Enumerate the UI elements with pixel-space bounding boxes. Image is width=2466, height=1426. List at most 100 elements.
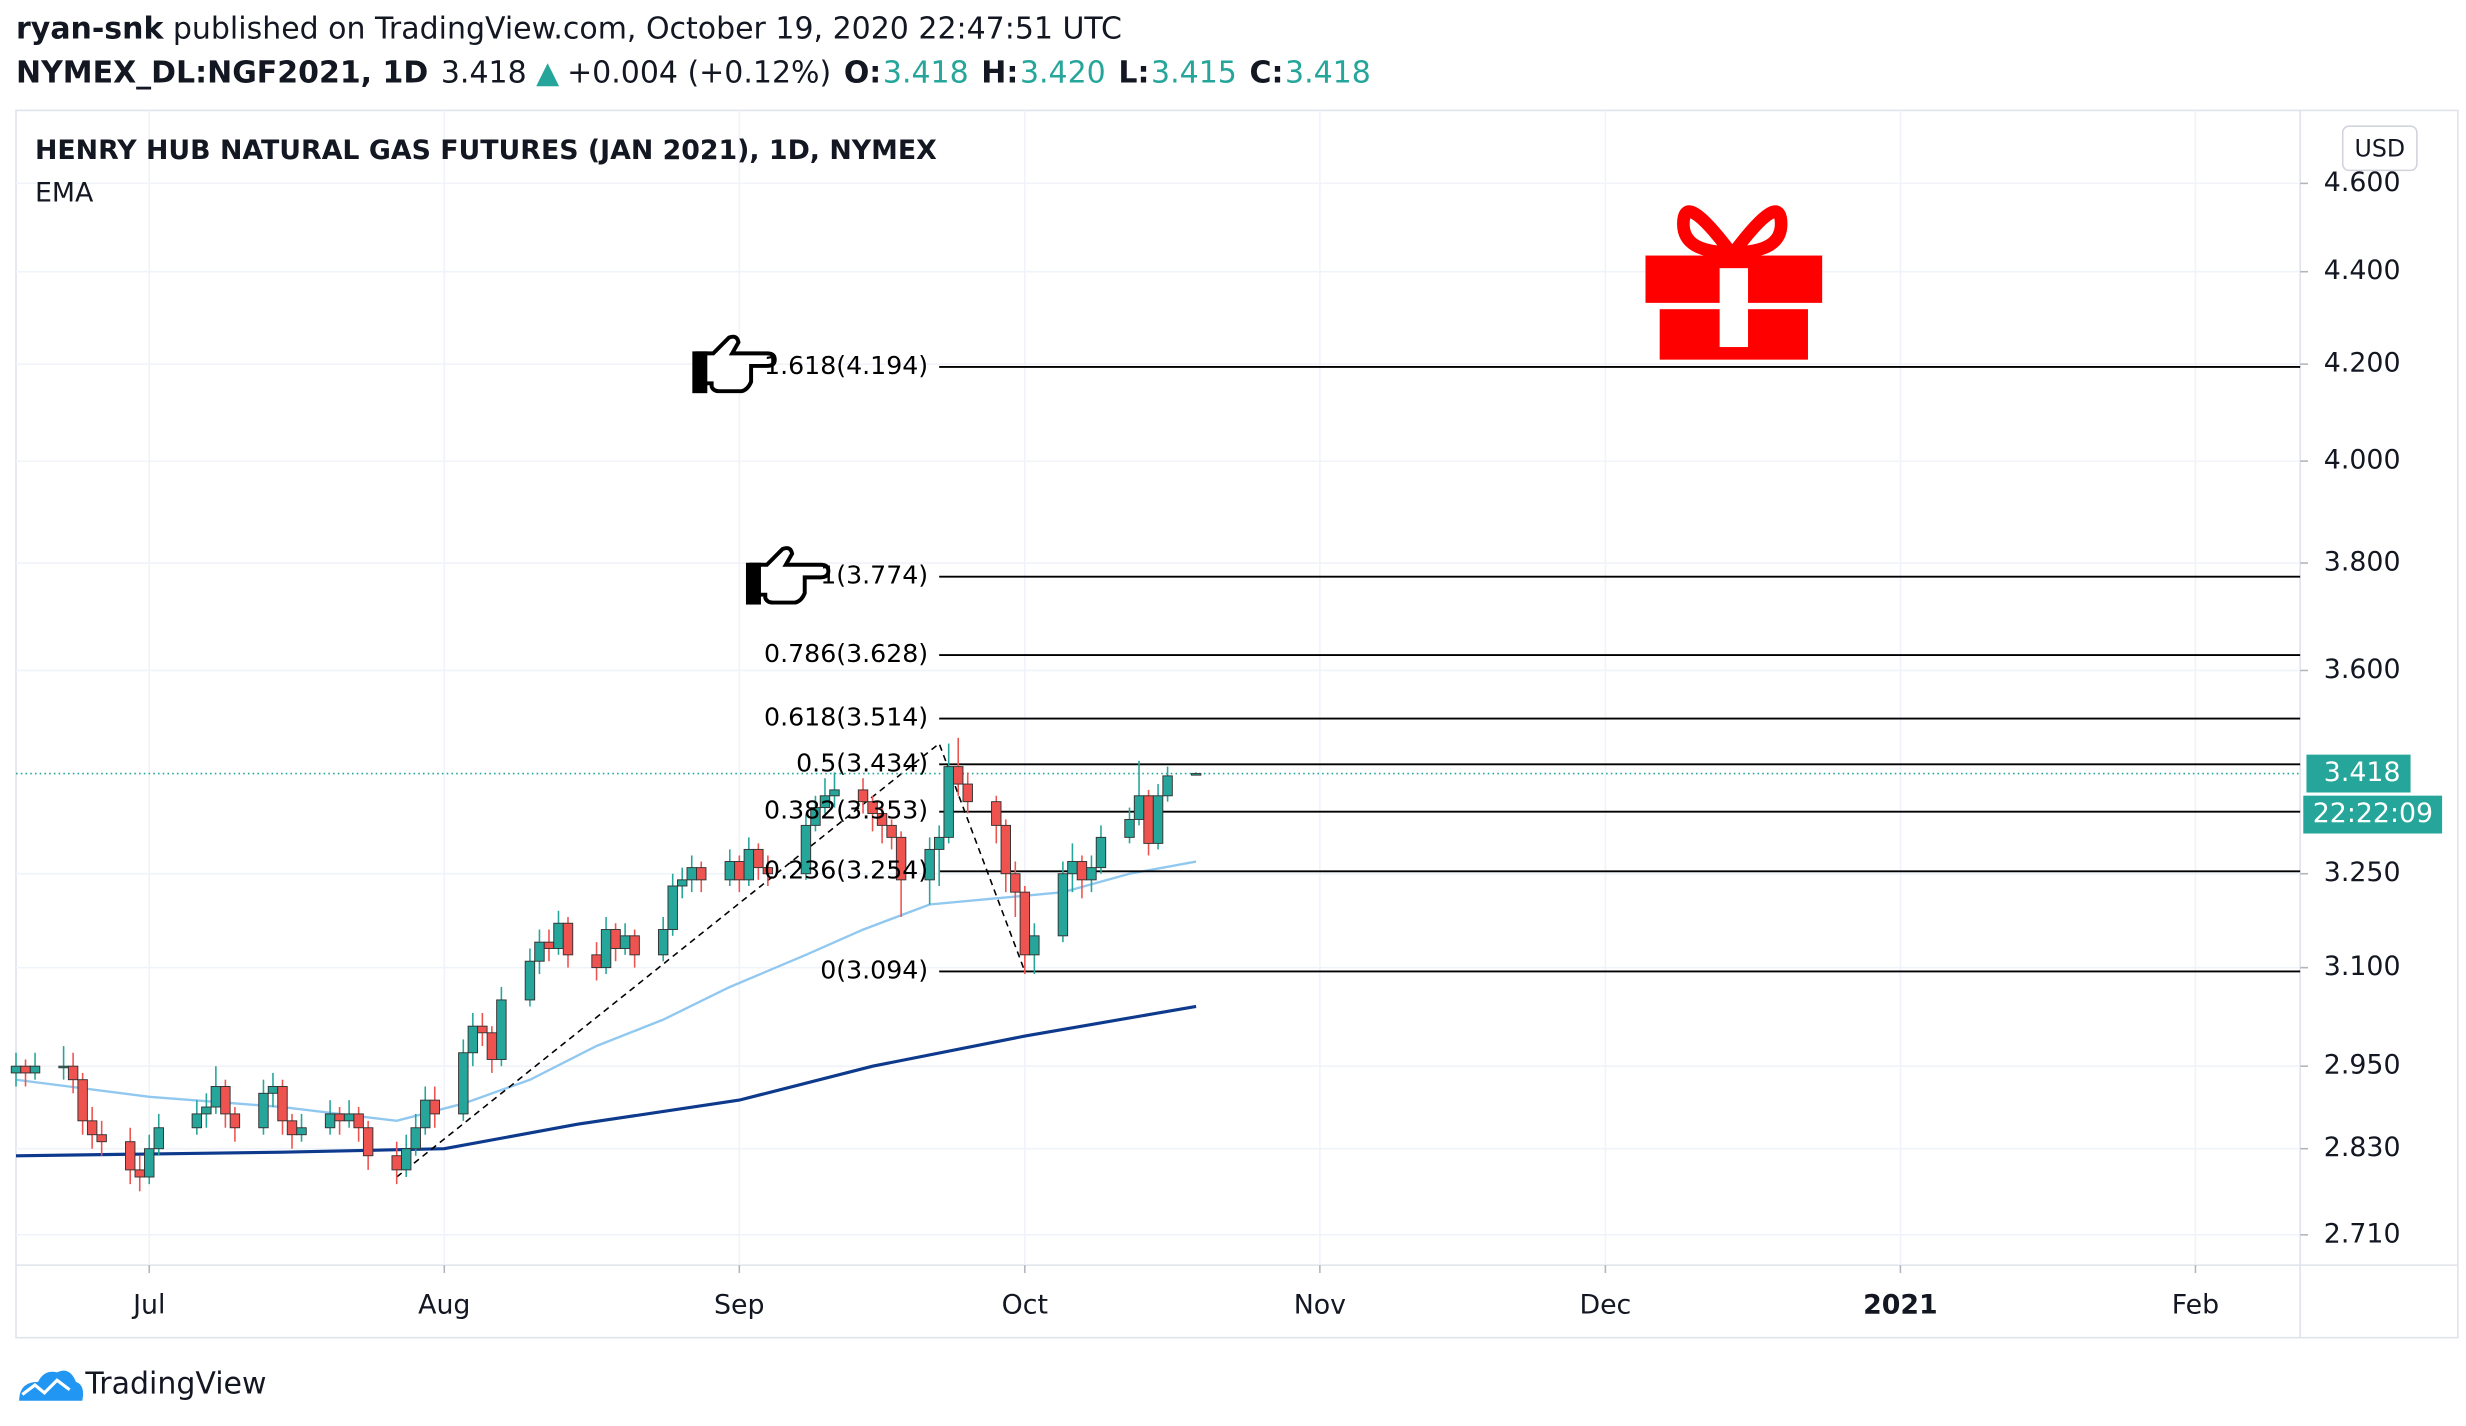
candle-body [20, 1065, 31, 1074]
y-tick-label: 3.800 [2324, 547, 2401, 578]
y-tick-label: 2.950 [2324, 1050, 2401, 1081]
candle-body [353, 1113, 364, 1129]
candle-body [924, 848, 935, 881]
candle-body [524, 960, 536, 1001]
candle-body [410, 1127, 421, 1150]
symbol: NYMEX_DL:NGF2021, 1D [16, 56, 428, 91]
ema-line [15, 1004, 1197, 1158]
candle-body [876, 813, 888, 826]
candle-body [696, 867, 707, 881]
candle-body [553, 922, 564, 949]
candle-body [1010, 873, 1021, 893]
candle-body [1019, 891, 1031, 956]
candle-body [810, 807, 821, 826]
candle-body [343, 1113, 355, 1122]
candle-body [467, 1025, 479, 1054]
candle-body [1124, 818, 1135, 838]
candle-body [1133, 795, 1145, 820]
change-arrow: ▲ [536, 56, 559, 91]
candle-body [800, 824, 812, 875]
candle-body [477, 1025, 488, 1034]
candle-body [334, 1113, 345, 1122]
frame [15, 109, 2459, 1339]
fib-level-label: 0.786(3.628) [764, 639, 928, 668]
candle-body [391, 1155, 402, 1171]
candle-body [591, 954, 602, 969]
candle-body [10, 1065, 22, 1074]
y-tick-label: 3.250 [2324, 857, 2401, 888]
close-label: C: [1249, 56, 1283, 91]
candle-body [220, 1086, 231, 1115]
candle-body [229, 1113, 241, 1129]
hand-icon [745, 546, 831, 605]
x-tick-label: 2021 [1863, 1290, 1938, 1321]
candle-body [210, 1086, 222, 1108]
candle-body [829, 789, 840, 797]
last-price-tag-label: 3.418 [2324, 757, 2401, 788]
candle-body [619, 935, 631, 949]
x-tick-label: Sep [714, 1290, 765, 1321]
y-tick-label: 4.200 [2324, 348, 2401, 379]
y-tick-label: 3.600 [2324, 654, 2401, 685]
candle-body [134, 1169, 145, 1178]
candle-body [1095, 836, 1107, 869]
y-tick-label: 4.400 [2324, 255, 2401, 286]
candle-body [191, 1113, 203, 1129]
candle-body [886, 824, 897, 838]
plot [10, 366, 2301, 1192]
candle-body [324, 1113, 336, 1129]
close-value: 3.418 [1285, 56, 1371, 91]
high-value: 3.420 [1020, 56, 1106, 91]
open-value: 3.418 [883, 56, 969, 91]
x-tick-label: Oct [1002, 1290, 1048, 1321]
x-tick-label: Nov [1294, 1290, 1346, 1321]
candle-body [1057, 873, 1069, 937]
candle-body [67, 1065, 79, 1081]
last-price-tag [2306, 754, 2411, 793]
candle-body [277, 1086, 288, 1122]
candle-body [562, 922, 574, 956]
candle-body [420, 1099, 431, 1129]
currency-button[interactable] [2341, 125, 2418, 172]
countdown-tag [2303, 795, 2443, 834]
x-tick-label: Jul [131, 1290, 165, 1321]
footer-brand: TradingView [84, 1366, 266, 1401]
candle-body [1152, 795, 1164, 844]
candle-body [1067, 861, 1078, 875]
candle-body [1000, 824, 1012, 875]
candle-body [657, 929, 669, 956]
candle-body [743, 848, 755, 881]
candle-body [296, 1127, 307, 1136]
candle-body [867, 801, 878, 814]
currency-label[interactable]: USD [2355, 134, 2406, 162]
candle-body [86, 1120, 98, 1136]
candle-body [534, 941, 545, 962]
y-tick-label: 2.830 [2324, 1132, 2401, 1163]
fib-level-label: 0.236(3.254) [764, 855, 928, 884]
candle-body [600, 929, 612, 969]
change: +0.004 (+0.12%) [567, 56, 831, 91]
candle-body [543, 941, 555, 949]
candle-body [991, 801, 1002, 826]
y-tick-label: 4.600 [2324, 167, 2401, 198]
candle-body [125, 1141, 136, 1171]
candle-body [496, 999, 507, 1060]
candle-body [819, 795, 831, 809]
candle-body [667, 885, 678, 931]
candle-body [401, 1148, 412, 1171]
candle-body [153, 1127, 164, 1150]
candle-body [144, 1148, 155, 1178]
low-value: 3.415 [1151, 56, 1237, 91]
indicator-label: EMA [35, 178, 94, 209]
candle-body [943, 766, 954, 838]
candle-body [933, 836, 945, 850]
fib-level-label: 0.5(3.434) [796, 748, 928, 777]
grid [16, 110, 2309, 1273]
candle-body [1143, 795, 1154, 844]
high-label: H: [981, 56, 1018, 91]
fib-level-label: 1.618(4.194) [764, 351, 928, 380]
fib-level-label: 0.618(3.514) [764, 703, 928, 732]
candle-body [429, 1099, 440, 1115]
